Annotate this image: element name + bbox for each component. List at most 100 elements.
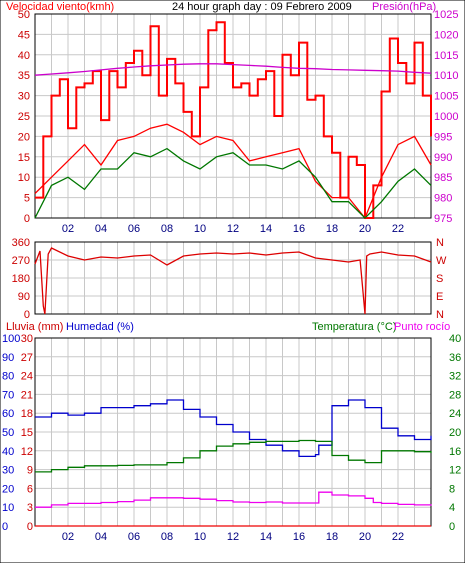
pressure-y-tick-label: 1010 bbox=[434, 70, 458, 82]
compass-tick-label: S bbox=[436, 273, 443, 285]
pressure-line bbox=[34, 63, 432, 76]
x-tick-label: 18 bbox=[326, 531, 338, 543]
x-tick-label: 08 bbox=[161, 223, 173, 235]
x-tick-label: 14 bbox=[260, 223, 272, 235]
humidity-y-tick-label: 100 bbox=[2, 333, 20, 345]
x-tick-label: 10 bbox=[194, 531, 206, 543]
humidity-y-tick-label: 80 bbox=[2, 371, 14, 383]
x-tick-label: 16 bbox=[293, 531, 305, 543]
wind-y-tick-label: 50 bbox=[18, 9, 30, 21]
x-tick-label: 02 bbox=[62, 531, 74, 543]
rain-y-tick-label: 21 bbox=[21, 389, 33, 401]
wind-direction-line bbox=[34, 247, 432, 315]
dewpoint-axis-title: Punto rocío bbox=[394, 321, 450, 333]
wind-y-tick-label: 45 bbox=[18, 29, 30, 41]
direction-y-tick-label: 360 bbox=[12, 237, 30, 249]
x-tick-label: 04 bbox=[95, 531, 107, 543]
rain-y-tick-label: 15 bbox=[21, 427, 33, 439]
compass-tick-label: W bbox=[436, 255, 447, 267]
pressure-y-tick-label: 1025 bbox=[434, 9, 458, 21]
humidity-panel-grid bbox=[35, 338, 431, 526]
pressure-y-tick-label: 1005 bbox=[434, 91, 458, 103]
pressure-y-tick-label: 990 bbox=[434, 152, 452, 164]
pressure-y-tick-label: 985 bbox=[434, 172, 452, 184]
x-tick-label: 18 bbox=[326, 223, 338, 235]
rain-y-tick-label: 18 bbox=[21, 408, 33, 420]
direction-y-tick-label: 270 bbox=[12, 255, 30, 267]
x-tick-label: 12 bbox=[227, 531, 239, 543]
wind-y-tick-label: 15 bbox=[18, 152, 30, 164]
wind-y-tick-label: 20 bbox=[18, 131, 30, 143]
temperature-y-tick-label: 16 bbox=[449, 446, 461, 458]
x-tick-label: 06 bbox=[128, 223, 140, 235]
pressure-y-tick-label: 980 bbox=[434, 193, 452, 205]
direction-y-tick-label: 0 bbox=[24, 309, 30, 321]
wind-y-tick-label: 0 bbox=[24, 213, 30, 225]
pressure-y-tick-label: 975 bbox=[434, 213, 452, 225]
x-tick-label: 14 bbox=[260, 531, 272, 543]
humidity-temperature-panel: Lluvia (mm) Humedad (%) Temperatura (°C)… bbox=[2, 321, 461, 543]
wind-panel-tick-labels: 5045403530252015105010251020101510101005… bbox=[18, 9, 459, 235]
compass-tick-label: N bbox=[436, 237, 444, 249]
temperature-y-tick-label: 4 bbox=[449, 502, 455, 514]
rain-y-tick-label: 3 bbox=[27, 502, 33, 514]
x-tick-label: 06 bbox=[128, 531, 140, 543]
humidity-y-tick-label: 10 bbox=[2, 502, 14, 514]
temperature-y-tick-label: 32 bbox=[449, 371, 461, 383]
humidity-y-tick-label: 0 bbox=[2, 521, 8, 533]
direction-panel-frame bbox=[34, 241, 432, 315]
wind-panel-series bbox=[34, 21, 432, 220]
temperature-axis-title: Temperatura (°C) bbox=[312, 321, 396, 333]
x-tick-label: 10 bbox=[194, 223, 206, 235]
rain-y-tick-label: 24 bbox=[21, 371, 33, 383]
rain-y-tick-label: 6 bbox=[27, 483, 33, 495]
humidity-y-tick-label: 70 bbox=[2, 389, 14, 401]
humidity-axis-title: Humedad (%) bbox=[66, 321, 134, 333]
wind-y-tick-label: 10 bbox=[18, 172, 30, 184]
direction-panel-series bbox=[34, 247, 432, 315]
pressure-axis-title: Presión(hPa) bbox=[372, 1, 436, 13]
wind-y-tick-label: 5 bbox=[24, 193, 30, 205]
dewpoint-line bbox=[35, 491, 432, 508]
pressure-y-tick-label: 1015 bbox=[434, 50, 458, 62]
humidity-panel-tick-labels: 1009080706050403020100302724211815129630… bbox=[2, 333, 461, 543]
humidity-y-tick-label: 60 bbox=[2, 408, 14, 420]
wind-y-tick-label: 40 bbox=[18, 50, 30, 62]
wind-y-tick-label: 30 bbox=[18, 91, 30, 103]
rain-y-tick-label: 27 bbox=[21, 352, 33, 364]
rain-axis-title: Lluvia (mm) bbox=[6, 321, 63, 333]
wind-low-line bbox=[34, 147, 432, 219]
pressure-y-tick-label: 995 bbox=[434, 131, 452, 143]
direction-y-tick-label: 180 bbox=[12, 273, 30, 285]
x-tick-label: 02 bbox=[62, 223, 74, 235]
x-tick-label: 22 bbox=[392, 531, 404, 543]
humidity-y-tick-label: 90 bbox=[2, 352, 14, 364]
x-tick-label: 20 bbox=[359, 531, 371, 543]
pressure-y-tick-label: 1000 bbox=[434, 111, 458, 123]
wind-axis-title: Velocidad viento(kmh) bbox=[6, 1, 114, 13]
rain-y-tick-label: 30 bbox=[21, 333, 33, 345]
compass-tick-label: N bbox=[436, 309, 444, 321]
x-tick-label: 22 bbox=[392, 223, 404, 235]
temperature-y-tick-label: 24 bbox=[449, 408, 461, 420]
humidity-y-tick-label: 50 bbox=[2, 427, 14, 439]
humidity-y-tick-label: 40 bbox=[2, 446, 14, 458]
x-tick-label: 04 bbox=[95, 223, 107, 235]
x-tick-label: 20 bbox=[359, 223, 371, 235]
wind-y-tick-label: 35 bbox=[18, 70, 30, 82]
humidity-line bbox=[35, 399, 432, 458]
compass-tick-label: E bbox=[436, 291, 443, 303]
x-tick-label: 12 bbox=[227, 223, 239, 235]
rain-y-tick-label: 9 bbox=[27, 465, 33, 477]
chart-title: 24 hour graph day : 09 Febrero 2009 bbox=[172, 1, 352, 13]
x-tick-label: 08 bbox=[161, 531, 173, 543]
rain-y-tick-label: 12 bbox=[21, 446, 33, 458]
wind-y-tick-label: 25 bbox=[18, 111, 30, 123]
humidity-y-tick-label: 30 bbox=[2, 465, 14, 477]
temperature-y-tick-label: 12 bbox=[449, 465, 461, 477]
temperature-y-tick-label: 8 bbox=[449, 483, 455, 495]
wind-pressure-panel: Velocidad viento(kmh) 24 hour graph day … bbox=[6, 1, 458, 235]
pressure-y-tick-label: 1020 bbox=[434, 29, 458, 41]
